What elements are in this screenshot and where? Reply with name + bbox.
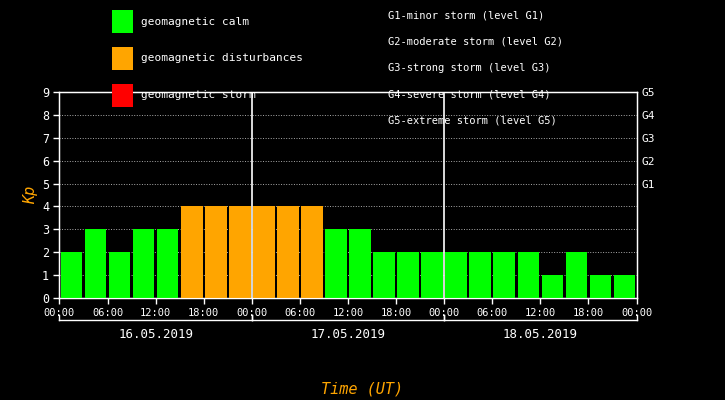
- Text: G1-minor storm (level G1): G1-minor storm (level G1): [388, 10, 544, 20]
- Bar: [205, 206, 227, 298]
- Text: geomagnetic calm: geomagnetic calm: [141, 17, 249, 26]
- Bar: [542, 275, 563, 298]
- Bar: [85, 229, 107, 298]
- Text: Time (UT): Time (UT): [321, 381, 404, 396]
- Bar: [253, 206, 275, 298]
- Bar: [421, 252, 443, 298]
- Text: G4-severe storm (level G4): G4-severe storm (level G4): [388, 89, 550, 99]
- Bar: [109, 252, 130, 298]
- Bar: [397, 252, 419, 298]
- Bar: [566, 252, 587, 298]
- Bar: [181, 206, 202, 298]
- Text: 16.05.2019: 16.05.2019: [118, 328, 193, 341]
- Bar: [349, 229, 371, 298]
- Text: G3-strong storm (level G3): G3-strong storm (level G3): [388, 63, 550, 73]
- Bar: [61, 252, 83, 298]
- Bar: [229, 206, 251, 298]
- Bar: [277, 206, 299, 298]
- Text: geomagnetic storm: geomagnetic storm: [141, 90, 256, 100]
- Bar: [373, 252, 395, 298]
- Y-axis label: Kp: Kp: [22, 186, 38, 204]
- Bar: [518, 252, 539, 298]
- Bar: [638, 252, 660, 298]
- Bar: [445, 252, 467, 298]
- Bar: [469, 252, 491, 298]
- Text: G2-moderate storm (level G2): G2-moderate storm (level G2): [388, 36, 563, 46]
- Bar: [589, 275, 611, 298]
- Bar: [613, 275, 635, 298]
- Text: geomagnetic disturbances: geomagnetic disturbances: [141, 54, 303, 64]
- Bar: [325, 229, 347, 298]
- Text: 18.05.2019: 18.05.2019: [503, 328, 578, 341]
- Bar: [301, 206, 323, 298]
- Text: 17.05.2019: 17.05.2019: [310, 328, 386, 341]
- Text: G5-extreme storm (level G5): G5-extreme storm (level G5): [388, 116, 557, 126]
- Bar: [494, 252, 515, 298]
- Bar: [157, 229, 178, 298]
- Bar: [133, 229, 154, 298]
